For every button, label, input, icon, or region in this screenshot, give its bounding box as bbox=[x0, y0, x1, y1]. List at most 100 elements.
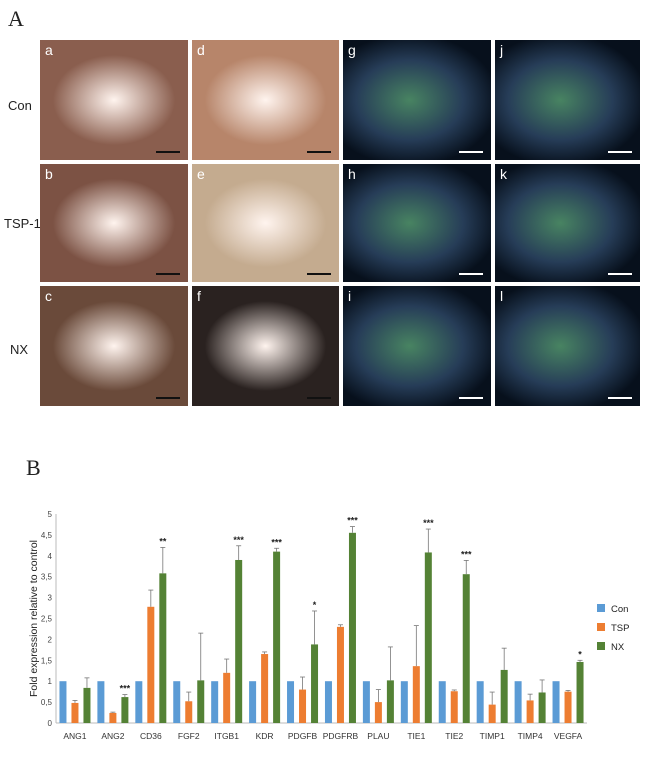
panel-b-letter: B bbox=[26, 455, 41, 480]
x-tick-label: ITGB1 bbox=[214, 731, 239, 741]
bar-nx bbox=[83, 687, 91, 723]
x-tick-label: ANG2 bbox=[101, 731, 124, 741]
micrograph-label: k bbox=[500, 166, 507, 182]
bar-tsp bbox=[564, 691, 572, 723]
bar-tsp bbox=[526, 700, 534, 723]
bar-con bbox=[552, 681, 560, 723]
micrograph-c: c bbox=[40, 286, 188, 406]
x-tick-label: TIE2 bbox=[445, 731, 463, 741]
bar-nx bbox=[500, 669, 508, 723]
scale-bar bbox=[307, 397, 331, 399]
bar-con bbox=[438, 681, 446, 723]
significance-label: * bbox=[578, 649, 582, 659]
micrograph-j: j bbox=[495, 40, 640, 160]
x-tick-label: VEGFA bbox=[554, 731, 583, 741]
micrograph-g: g bbox=[343, 40, 491, 160]
bar-tsp bbox=[299, 689, 307, 723]
bar-nx bbox=[159, 573, 167, 723]
scale-bar bbox=[459, 273, 483, 275]
bar-tsp bbox=[488, 704, 496, 723]
bar-nx bbox=[538, 692, 546, 723]
bar-tsp bbox=[71, 702, 79, 723]
bar-con bbox=[97, 681, 105, 723]
bar-tsp bbox=[147, 606, 155, 723]
scale-bar bbox=[307, 273, 331, 275]
bar-nx bbox=[386, 680, 394, 723]
legend-label-con: Con bbox=[611, 604, 628, 615]
micrograph-i: i bbox=[343, 286, 491, 406]
scale-bar bbox=[459, 151, 483, 153]
bar-nx bbox=[121, 697, 129, 723]
bar-tsp bbox=[450, 691, 458, 723]
significance-label: *** bbox=[271, 537, 282, 547]
y-axis-title: Fold expression relative to control bbox=[28, 540, 40, 697]
legend-label-nx: NX bbox=[611, 642, 625, 653]
significance-label: ** bbox=[159, 536, 167, 546]
x-tick-label: PDGFB bbox=[288, 731, 318, 741]
micrograph-label: a bbox=[45, 42, 53, 58]
micrograph-label: d bbox=[197, 42, 205, 58]
scale-bar bbox=[307, 151, 331, 153]
bar-nx bbox=[424, 552, 432, 723]
bar-nx bbox=[462, 574, 470, 723]
bar-con bbox=[59, 681, 67, 723]
micrograph-label: l bbox=[500, 288, 504, 304]
bar-nx bbox=[576, 661, 584, 723]
y-tick-label: 3,5 bbox=[41, 573, 53, 582]
bar-tsp bbox=[223, 672, 231, 723]
scale-bar bbox=[459, 397, 483, 399]
bar-tsp bbox=[109, 712, 117, 723]
micrograph-k: k bbox=[495, 164, 640, 282]
x-tick-label: TIE1 bbox=[407, 731, 425, 741]
y-tick-label: 5 bbox=[48, 510, 53, 519]
x-tick-label: KDR bbox=[256, 731, 274, 741]
bar-con bbox=[211, 681, 219, 723]
micrograph-label: i bbox=[348, 288, 352, 304]
y-tick-label: 2 bbox=[48, 635, 53, 644]
scale-bar bbox=[608, 397, 632, 399]
bar-con bbox=[287, 681, 295, 723]
y-tick-label: 0,5 bbox=[41, 698, 53, 707]
row-label-nx: NX bbox=[10, 342, 29, 357]
bar-nx bbox=[311, 644, 319, 723]
bar-con bbox=[362, 681, 370, 723]
micrograph-label: g bbox=[348, 42, 356, 58]
scale-bar bbox=[608, 151, 632, 153]
x-tick-label: FGF2 bbox=[178, 731, 200, 741]
bar-con bbox=[249, 681, 257, 723]
micrograph-d: d bbox=[192, 40, 339, 160]
legend-label-tsp: TSP bbox=[611, 623, 629, 634]
y-tick-label: 1,5 bbox=[41, 656, 53, 665]
legend-swatch-nx bbox=[597, 642, 605, 650]
micrograph-f: f bbox=[192, 286, 339, 406]
bar-con bbox=[514, 681, 522, 723]
bar-con bbox=[135, 681, 143, 723]
y-tick-label: 4 bbox=[48, 552, 53, 561]
micrograph-label: b bbox=[45, 166, 53, 182]
x-tick-label: ANG1 bbox=[63, 731, 86, 741]
scale-bar bbox=[156, 273, 180, 275]
significance-label: *** bbox=[347, 516, 358, 526]
row-label-con: Con bbox=[8, 98, 32, 113]
bar-tsp bbox=[412, 666, 420, 723]
significance-label: *** bbox=[233, 535, 244, 545]
y-tick-label: 2,5 bbox=[41, 615, 53, 624]
micrograph-e: e bbox=[192, 164, 339, 282]
micrograph-label: f bbox=[197, 288, 201, 304]
bar-nx bbox=[235, 559, 243, 723]
micrograph-label: j bbox=[500, 42, 504, 58]
x-tick-label: PDGFRB bbox=[323, 731, 359, 741]
legend-swatch-con bbox=[597, 604, 605, 612]
bar-nx bbox=[197, 680, 205, 723]
significance-label: *** bbox=[120, 684, 131, 694]
bar-nx bbox=[273, 551, 281, 723]
bar-con bbox=[324, 681, 332, 723]
y-tick-label: 0 bbox=[48, 719, 53, 728]
bar-con bbox=[173, 681, 181, 723]
bar-con bbox=[476, 681, 484, 723]
bar-tsp bbox=[374, 702, 382, 723]
micrograph-b: b bbox=[40, 164, 188, 282]
significance-label: *** bbox=[423, 518, 434, 528]
scale-bar bbox=[608, 273, 632, 275]
scale-bar bbox=[156, 151, 180, 153]
